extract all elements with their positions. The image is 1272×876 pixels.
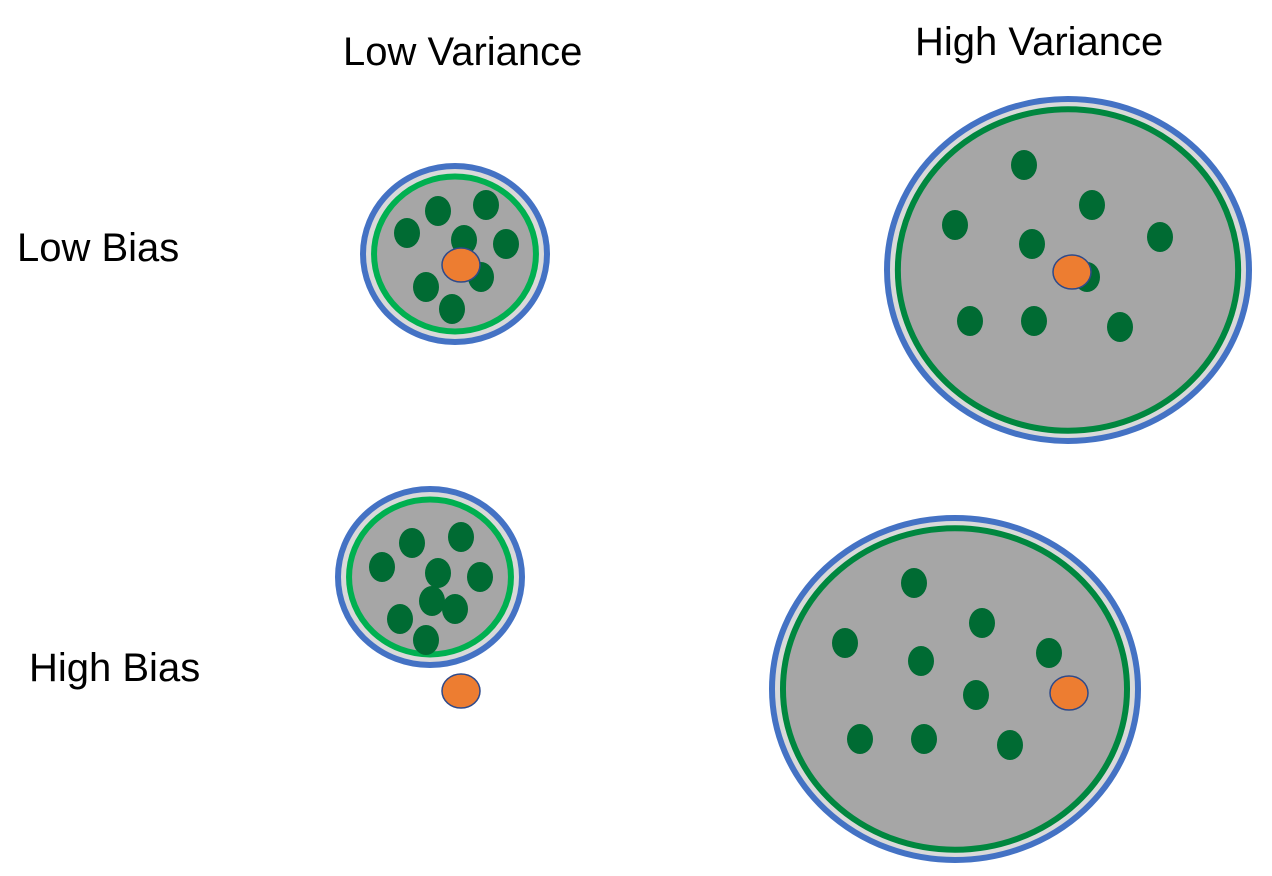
low-bias-low-variance-target-dot — [441, 247, 481, 283]
high-bias-high-variance-prediction-dot — [847, 724, 873, 754]
high-bias-high-variance-target-dot — [1049, 675, 1089, 711]
low-bias-high-variance-prediction-dot — [1021, 306, 1047, 336]
low-bias-high-variance-prediction-dot — [942, 210, 968, 240]
high-bias-low-variance-prediction-dot — [419, 586, 445, 616]
high-bias-high-variance-prediction-dot — [911, 724, 937, 754]
low-bias-high-variance-prediction-dot — [1107, 312, 1133, 342]
low-bias-low-variance-prediction-dot — [394, 218, 420, 248]
low-bias-low-variance-prediction-dot — [473, 190, 499, 220]
high-bias-high-variance-prediction-dot — [969, 608, 995, 638]
low-bias-high-variance-prediction-dot — [1019, 229, 1045, 259]
low-bias-low-variance-prediction-dot — [425, 196, 451, 226]
high-bias-low-variance-prediction-dot — [425, 558, 451, 588]
high-bias-high-variance-prediction-dot — [908, 646, 934, 676]
high-bias-high-variance-inner-ring — [779, 525, 1131, 853]
high-bias-low-variance-prediction-dot — [399, 528, 425, 558]
low-bias-high-variance-prediction-dot — [1011, 150, 1037, 180]
low-bias-low-variance-prediction-dot — [439, 294, 465, 324]
column-header-low-variance: Low Variance — [343, 30, 583, 74]
low-bias-high-variance-target-dot — [1052, 254, 1092, 290]
high-bias-low-variance-prediction-dot — [467, 562, 493, 592]
high-bias-high-variance-prediction-dot — [963, 680, 989, 710]
high-bias-low-variance-prediction-dot — [369, 552, 395, 582]
high-bias-low-variance-prediction-dot — [387, 604, 413, 634]
row-header-high-bias: High Bias — [29, 646, 201, 690]
high-bias-low-variance-target-dot — [441, 673, 481, 709]
row-header-low-bias: Low Bias — [17, 226, 180, 270]
low-bias-high-variance-prediction-dot — [1147, 222, 1173, 252]
high-bias-low-variance-prediction-dot — [413, 625, 439, 655]
high-bias-high-variance-prediction-dot — [997, 730, 1023, 760]
low-bias-high-variance-prediction-dot — [957, 306, 983, 336]
low-bias-low-variance-prediction-dot — [413, 272, 439, 302]
low-bias-low-variance-prediction-dot — [451, 225, 477, 255]
high-bias-low-variance-prediction-dot — [448, 522, 474, 552]
high-bias-high-variance-prediction-dot — [1036, 638, 1062, 668]
low-bias-low-variance-prediction-dot — [493, 229, 519, 259]
high-bias-low-variance-prediction-dot — [442, 594, 468, 624]
high-bias-high-variance-prediction-dot — [901, 568, 927, 598]
column-header-high-variance: High Variance — [915, 20, 1164, 64]
low-bias-high-variance-prediction-dot — [1079, 190, 1105, 220]
high-bias-high-variance-prediction-dot — [832, 628, 858, 658]
